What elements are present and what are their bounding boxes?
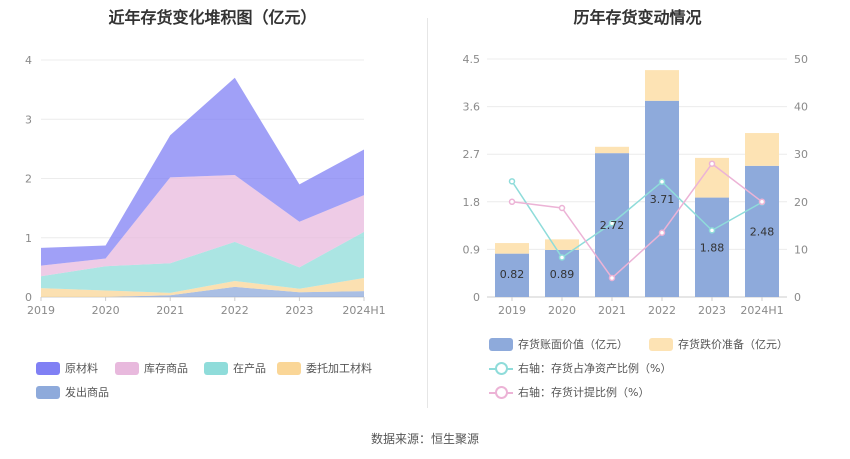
x-tick-label: 2023 — [285, 304, 313, 317]
line-point — [658, 229, 666, 236]
legend-item[interactable]: 存货账面价值（亿元） — [489, 336, 628, 352]
legend-swatch — [204, 361, 228, 375]
line-point — [558, 254, 566, 261]
data-source-note: 数据来源：恒生聚源 — [370, 432, 479, 446]
legend-label: 库存商品 — [144, 362, 188, 375]
x-tick-label: 2024H1 — [740, 304, 783, 317]
legend-item[interactable]: 发出商品 — [36, 384, 109, 400]
stacked-area-chart: 0 1 2 3 4 2019 2020 2021 2022 2023 2024H1 — [25, 54, 386, 317]
bar-impairment — [545, 239, 579, 250]
legend-item[interactable]: 在产品 — [204, 360, 266, 376]
legend-label: 右轴：存货计提比例（%） — [518, 386, 650, 399]
x-tick-label: 2022 — [648, 304, 676, 317]
bar-impairment — [595, 146, 629, 154]
y2-tick-label: 50 — [794, 53, 808, 66]
y-tick-label: 2.7 — [463, 148, 481, 161]
legend-item[interactable]: 右轴：存货占净资产比例（%） — [489, 360, 671, 376]
x-tick-label: 2019 — [27, 304, 55, 317]
legend-item[interactable]: 存货跌价准备（亿元） — [649, 336, 788, 352]
y2-tick-label: 0 — [794, 291, 801, 304]
area-series-2 — [41, 231, 364, 293]
x-tick-label: 2021 — [598, 304, 626, 317]
line-point — [708, 160, 716, 167]
bar-value-label: 2.48 — [750, 225, 775, 238]
line-point — [758, 198, 766, 206]
y2-tick-label: 30 — [794, 148, 808, 161]
x-tick-label: 2023 — [698, 304, 726, 317]
y-tick-label: 0 — [473, 291, 480, 304]
legend-swatch — [277, 361, 301, 375]
bar-impairment — [495, 243, 529, 254]
bar-line-combo-chart: 0 0.9 1.8 2.7 3.6 4.5 0 10 20 30 40 50 0.82 0.89 2.72 3… — [463, 53, 809, 317]
bar-impairment — [745, 133, 779, 166]
bar-book-value — [695, 197, 729, 297]
legend-swatch — [115, 361, 139, 375]
bar-value-label: 1.88 — [700, 241, 725, 254]
y2-tick-label: 40 — [794, 101, 808, 114]
bar-value-label: 2.72 — [600, 219, 625, 232]
line-point — [708, 227, 716, 234]
x-tick-label: 2021 — [156, 304, 184, 317]
legend-label: 原材料 — [65, 362, 98, 375]
bar-book-value — [645, 100, 679, 297]
y-tick-label: 1.8 — [463, 196, 481, 209]
bar-value-label: 3.71 — [650, 193, 675, 206]
legend-label: 存货跌价准备（亿元） — [678, 338, 788, 351]
y-tick-label: 0.9 — [463, 243, 481, 256]
legend-swatch — [489, 385, 513, 399]
bar-value-label: 0.82 — [500, 268, 525, 281]
y-tick-label: 4 — [25, 54, 32, 67]
bar-value-label: 0.89 — [550, 268, 575, 281]
left-chart-title: 近年存货变化堆积图（亿元） — [108, 8, 317, 27]
area-series-1 — [41, 278, 364, 297]
x-tick-label: 2022 — [221, 304, 249, 317]
panel-divider — [427, 18, 428, 408]
y-tick-label: 1 — [25, 232, 32, 245]
y-tick-label: 3 — [25, 113, 32, 126]
legend-swatch — [36, 361, 60, 375]
line-series-0 — [511, 180, 763, 259]
area-series-3 — [41, 174, 364, 277]
bar-impairment — [645, 70, 679, 101]
right-legend: 存货账面价值（亿元） 存货跌价准备（亿元） 右轴：存货占净资产比例（%） 右轴：存货计… — [425, 0, 850, 410]
legend-label: 发出商品 — [65, 386, 109, 399]
x-tick-label: 2020 — [92, 304, 120, 317]
y-tick-label: 3.6 — [463, 101, 481, 114]
line-point — [608, 219, 616, 227]
y2-tick-label: 20 — [794, 196, 808, 209]
x-tick-label: 2019 — [498, 304, 526, 317]
left-legend: 原材料 库存商品 在产品 委托加工材料发出商品 — [0, 0, 425, 410]
line-point — [608, 274, 616, 282]
legend-item[interactable]: 原材料 — [36, 360, 98, 376]
legend-swatch — [36, 385, 60, 399]
legend-swatch — [489, 337, 513, 351]
line-point — [508, 198, 516, 206]
bar-book-value — [495, 253, 529, 297]
y-tick-label: 4.5 — [463, 53, 481, 66]
left-chart-panel: 近年存货变化堆积图（亿元） 0 1 2 3 4 2019 2020 2021 2022 2023 2… — [0, 0, 425, 410]
line-point — [658, 178, 666, 186]
legend-swatch — [649, 337, 673, 351]
x-tick-label: 2020 — [548, 304, 576, 317]
bar-book-value — [745, 165, 779, 297]
area-series-4 — [41, 77, 364, 266]
legend-label: 委托加工材料 — [306, 362, 372, 375]
right-chart-panel: 历年存货变动情况 0 0.9 1.8 2.7 3.6 4.5 0 10 20 30 40 50 0.82… — [425, 0, 850, 410]
area-series-0 — [41, 286, 364, 297]
y2-tick-label: 10 — [794, 243, 808, 256]
line-series-1 — [511, 162, 763, 280]
line-point — [508, 178, 516, 185]
y-tick-label: 2 — [25, 173, 32, 186]
legend-label: 右轴：存货占净资产比例（%） — [518, 362, 672, 375]
legend-item[interactable]: 库存商品 — [115, 360, 188, 376]
legend-item[interactable]: 右轴：存货计提比例（%） — [489, 384, 649, 400]
x-tick-label: 2024H1 — [342, 304, 385, 317]
right-chart-title: 历年存货变动情况 — [573, 8, 702, 27]
legend-item[interactable]: 委托加工材料 — [277, 360, 372, 376]
legend-label: 在产品 — [233, 362, 266, 375]
legend-swatch — [489, 361, 513, 375]
legend-label: 存货账面价值（亿元） — [518, 338, 628, 351]
y-tick-label: 0 — [25, 291, 32, 304]
line-point — [558, 204, 566, 212]
